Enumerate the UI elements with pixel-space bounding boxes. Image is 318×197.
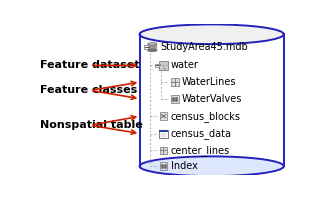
Bar xyxy=(159,61,168,70)
Text: Index: Index xyxy=(171,161,198,171)
Text: Nonspatial table: Nonspatial table xyxy=(40,120,142,130)
Text: Feature dataset: Feature dataset xyxy=(40,60,139,70)
Text: water: water xyxy=(171,60,199,70)
Bar xyxy=(164,68,166,69)
Bar xyxy=(159,130,168,138)
Bar xyxy=(140,34,284,166)
Text: StudyArea45.mdb: StudyArea45.mdb xyxy=(160,42,248,52)
Bar xyxy=(148,44,157,50)
Text: census_blocks: census_blocks xyxy=(171,111,241,122)
Bar xyxy=(144,46,150,49)
Bar xyxy=(155,64,161,67)
Ellipse shape xyxy=(140,24,284,44)
Ellipse shape xyxy=(148,49,157,52)
Text: center_lines: center_lines xyxy=(171,145,230,156)
Text: Feature classes: Feature classes xyxy=(40,85,137,95)
Bar xyxy=(160,64,162,65)
Bar xyxy=(159,130,168,132)
Bar xyxy=(160,112,167,120)
Text: WaterLines: WaterLines xyxy=(182,77,237,87)
Ellipse shape xyxy=(140,156,284,176)
Bar xyxy=(171,78,178,86)
Bar xyxy=(160,163,167,170)
Bar xyxy=(160,147,167,154)
Text: WaterValves: WaterValves xyxy=(182,94,242,104)
Ellipse shape xyxy=(148,43,157,45)
Text: census_data: census_data xyxy=(171,128,232,139)
Bar xyxy=(171,95,178,102)
